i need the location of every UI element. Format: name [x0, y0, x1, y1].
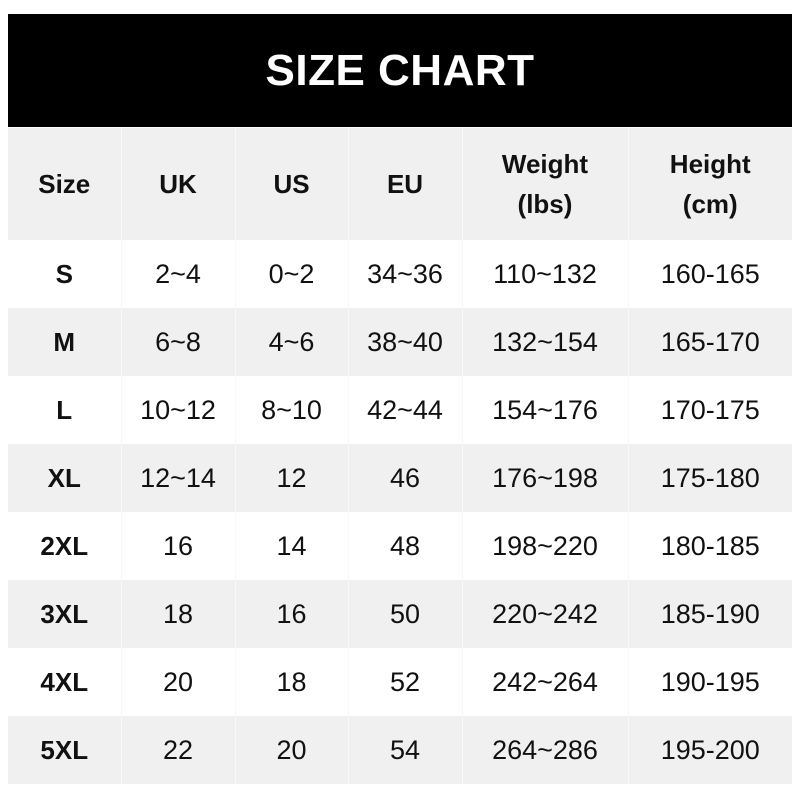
cell-weight: 264~286 — [461, 716, 628, 784]
cell-height: 195-200 — [627, 716, 792, 784]
cell-height: 170-175 — [627, 376, 792, 444]
cell-us: 8~10 — [234, 376, 348, 444]
column-header-label: Height — [669, 149, 751, 179]
table-row: M 6~8 4~6 38~40 132~154 165-170 — [8, 308, 792, 376]
column-header-us: US — [234, 128, 348, 240]
cell-uk: 12~14 — [120, 444, 235, 512]
cell-weight: 154~176 — [461, 376, 628, 444]
cell-height: 175-180 — [627, 444, 792, 512]
cell-weight: 198~220 — [461, 512, 628, 580]
column-header-unit: (lbs) — [517, 189, 573, 219]
cell-size: 4XL — [8, 648, 121, 716]
column-header-uk: UK — [120, 128, 235, 240]
cell-us: 20 — [234, 716, 348, 784]
cell-size: 2XL — [8, 512, 121, 580]
column-header-eu: EU — [347, 128, 462, 240]
cell-eu: 52 — [347, 648, 462, 716]
cell-eu: 48 — [347, 512, 462, 580]
table-row: 4XL 20 18 52 242~264 190-195 — [8, 648, 792, 716]
cell-size: M — [8, 308, 121, 376]
cell-eu: 50 — [347, 580, 462, 648]
cell-weight: 176~198 — [461, 444, 628, 512]
cell-us: 18 — [234, 648, 348, 716]
table-row: L 10~12 8~10 42~44 154~176 170-175 — [8, 376, 792, 444]
cell-weight: 132~154 — [461, 308, 628, 376]
cell-uk: 18 — [120, 580, 235, 648]
table-row: 3XL 18 16 50 220~242 185-190 — [8, 580, 792, 648]
size-chart-table: Size UK US EU Weight (lbs) Height (cm) S 2~4 0~2 3… — [8, 128, 792, 784]
column-header-label: US — [273, 169, 310, 199]
column-header-height: Height (cm) — [627, 128, 792, 240]
cell-us: 14 — [234, 512, 348, 580]
column-header-weight: Weight (lbs) — [461, 128, 628, 240]
column-header-label: UK — [159, 169, 197, 199]
column-header-unit: (cm) — [682, 189, 738, 219]
cell-us: 4~6 — [234, 308, 348, 376]
cell-eu: 54 — [347, 716, 462, 784]
cell-us: 16 — [234, 580, 348, 648]
cell-height: 190-195 — [627, 648, 792, 716]
cell-eu: 42~44 — [347, 376, 462, 444]
cell-weight: 220~242 — [461, 580, 628, 648]
table-row: 2XL 16 14 48 198~220 180-185 — [8, 512, 792, 580]
column-header-size: Size — [8, 128, 121, 240]
table-row: 5XL 22 20 54 264~286 195-200 — [8, 716, 792, 784]
cell-eu: 38~40 — [347, 308, 462, 376]
cell-uk: 6~8 — [120, 308, 235, 376]
cell-uk: 2~4 — [120, 240, 235, 308]
cell-size: XL — [8, 444, 121, 512]
cell-uk: 10~12 — [120, 376, 235, 444]
cell-eu: 46 — [347, 444, 462, 512]
cell-size: S — [8, 240, 121, 308]
cell-eu: 34~36 — [347, 240, 462, 308]
cell-us: 0~2 — [234, 240, 348, 308]
cell-size: L — [8, 376, 121, 444]
column-header-label: Size — [38, 169, 91, 199]
cell-us: 12 — [234, 444, 348, 512]
size-chart-title: SIZE CHART — [8, 14, 792, 127]
cell-uk: 20 — [120, 648, 235, 716]
cell-height: 160-165 — [627, 240, 792, 308]
cell-uk: 22 — [120, 716, 235, 784]
table-row: S 2~4 0~2 34~36 110~132 160-165 — [8, 240, 792, 308]
cell-uk: 16 — [120, 512, 235, 580]
cell-height: 185-190 — [627, 580, 792, 648]
column-header-label: EU — [386, 169, 424, 199]
cell-weight: 110~132 — [461, 240, 628, 308]
cell-weight: 242~264 — [461, 648, 628, 716]
cell-height: 180-185 — [627, 512, 792, 580]
cell-height: 165-170 — [627, 308, 792, 376]
column-header-label: Weight — [501, 149, 589, 179]
cell-size: 3XL — [8, 580, 121, 648]
cell-size: 5XL — [8, 716, 121, 784]
table-row: XL 12~14 12 46 176~198 175-180 — [8, 444, 792, 512]
header-row: Size UK US EU Weight (lbs) Height (cm) — [8, 128, 792, 240]
